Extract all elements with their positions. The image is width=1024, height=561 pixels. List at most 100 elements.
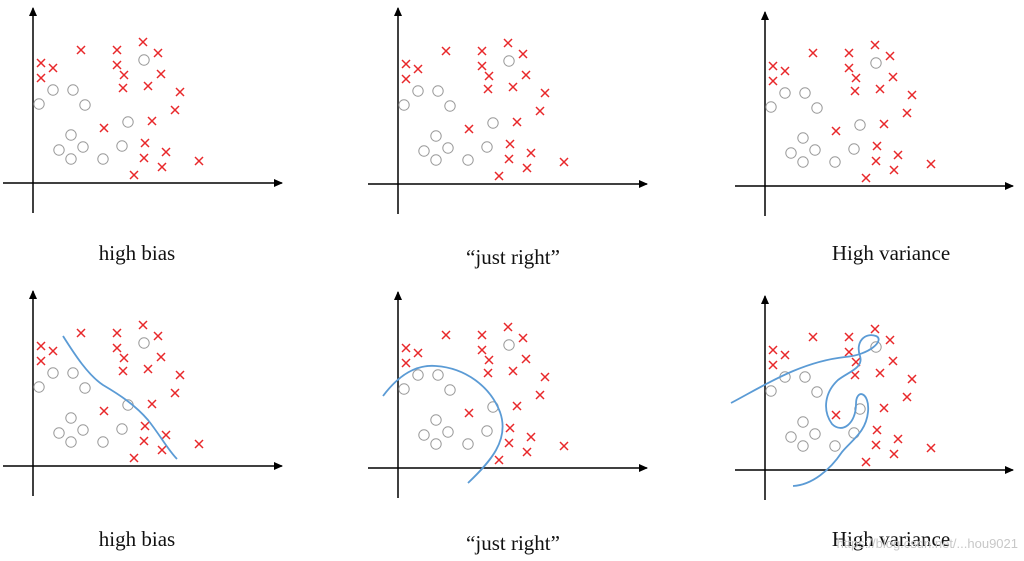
decision-boundary: [382, 365, 504, 484]
cross-marker: [850, 370, 860, 380]
cross-marker: [484, 355, 494, 365]
circle-marker: [79, 99, 91, 111]
cross-marker: [844, 332, 854, 342]
cross-marker: [522, 163, 532, 173]
cross-marker: [464, 408, 474, 418]
cross-marker: [477, 330, 487, 340]
panel-r1c1: [3, 7, 283, 213]
cross-marker: [526, 148, 536, 158]
circle-marker: [829, 440, 841, 452]
caption-high-variance-top: High variance: [831, 241, 951, 265]
cross-marker: [526, 432, 536, 442]
cross-marker: [503, 38, 513, 48]
cross-marker: [889, 165, 899, 175]
cross-marker: [36, 73, 46, 83]
circle-marker: [430, 414, 442, 426]
circle-marker: [481, 425, 493, 437]
caption-just-right-bottom: “just right”: [466, 531, 560, 555]
cross-marker: [888, 72, 898, 82]
panel-r1c3: [735, 11, 1014, 216]
cross-marker: [808, 332, 818, 342]
cross-marker: [76, 45, 86, 55]
cross-marker: [505, 423, 515, 433]
cross-marker: [871, 440, 881, 450]
circle-marker: [138, 337, 150, 349]
cross-marker: [139, 436, 149, 446]
circle-marker: [116, 423, 128, 435]
circle-marker: [65, 153, 77, 165]
cross-marker: [861, 457, 871, 467]
circle-marker: [799, 87, 811, 99]
circle-marker: [398, 99, 410, 111]
circle-marker: [432, 369, 444, 381]
circle-marker: [53, 144, 65, 156]
cross-marker: [147, 399, 157, 409]
cross-marker: [885, 335, 895, 345]
circle-marker: [765, 385, 777, 397]
cross-marker: [512, 117, 522, 127]
circle-marker: [848, 143, 860, 155]
cross-marker: [535, 390, 545, 400]
cross-marker: [477, 46, 487, 56]
circle-marker: [870, 341, 882, 353]
circle-marker: [809, 144, 821, 156]
circle-marker: [77, 141, 89, 153]
cross-marker: [413, 64, 423, 74]
cross-marker: [48, 63, 58, 73]
cross-marker: [902, 392, 912, 402]
cross-marker: [175, 370, 185, 380]
cross-marker: [170, 388, 180, 398]
cross-marker: [871, 156, 881, 166]
cross-marker: [505, 139, 515, 149]
cross-marker: [140, 138, 150, 148]
cross-marker: [112, 45, 122, 55]
circle-marker: [503, 339, 515, 351]
cross-marker: [780, 66, 790, 76]
cross-marker: [112, 343, 122, 353]
cross-marker: [143, 81, 153, 91]
circle-marker: [412, 369, 424, 381]
circle-marker: [47, 367, 59, 379]
caption-high-bias-top: high bias: [98, 241, 176, 265]
circle-marker: [799, 371, 811, 383]
watermark: https://blog.csdn.net/...hou9021: [836, 536, 1018, 551]
cross-marker: [831, 410, 841, 420]
circle-marker: [785, 431, 797, 443]
cross-marker: [413, 348, 423, 358]
circle-marker: [33, 98, 45, 110]
cross-marker: [484, 71, 494, 81]
cross-marker: [118, 366, 128, 376]
circle-marker: [430, 438, 442, 450]
cross-marker: [522, 447, 532, 457]
cross-marker: [401, 74, 411, 84]
cross-marker: [540, 372, 550, 382]
cross-marker: [194, 156, 204, 166]
circle-marker: [444, 100, 456, 112]
cross-marker: [831, 126, 841, 136]
panel-r2c2: [368, 291, 648, 498]
cross-marker: [118, 83, 128, 93]
cross-marker: [875, 84, 885, 94]
cross-marker: [494, 171, 504, 181]
cross-marker: [850, 86, 860, 96]
circle-marker: [412, 85, 424, 97]
cross-marker: [508, 82, 518, 92]
cross-marker: [503, 322, 513, 332]
cross-marker: [441, 330, 451, 340]
circle-marker: [442, 426, 454, 438]
circle-marker: [47, 84, 59, 96]
cross-marker: [170, 105, 180, 115]
cross-marker: [36, 341, 46, 351]
cross-marker: [156, 69, 166, 79]
cross-marker: [129, 170, 139, 180]
cross-marker: [768, 345, 778, 355]
cross-marker: [518, 333, 528, 343]
circle-marker: [432, 85, 444, 97]
cross-marker: [112, 60, 122, 70]
cross-marker: [844, 48, 854, 58]
cross-marker: [885, 51, 895, 61]
cross-marker: [99, 123, 109, 133]
cross-marker: [888, 356, 898, 366]
circle-marker: [77, 424, 89, 436]
